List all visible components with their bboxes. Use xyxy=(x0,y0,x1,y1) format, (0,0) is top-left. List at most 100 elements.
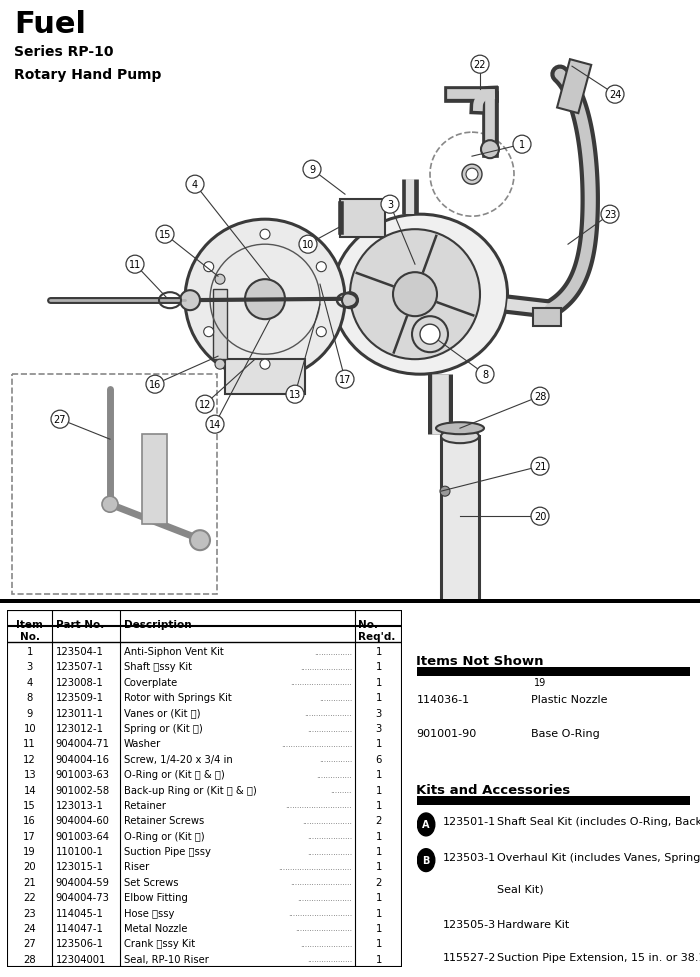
Ellipse shape xyxy=(443,626,477,639)
Text: 123012-1: 123012-1 xyxy=(55,723,104,734)
Circle shape xyxy=(204,327,214,337)
Circle shape xyxy=(381,196,399,214)
Text: 4: 4 xyxy=(27,677,33,687)
Ellipse shape xyxy=(436,423,484,435)
Text: 1: 1 xyxy=(376,892,382,903)
Circle shape xyxy=(417,849,435,871)
Text: 15: 15 xyxy=(159,230,172,240)
Text: 904004-59: 904004-59 xyxy=(55,877,110,887)
Text: 24: 24 xyxy=(609,90,621,100)
Ellipse shape xyxy=(355,240,475,350)
Text: 123013-1: 123013-1 xyxy=(55,800,104,810)
Text: 123504-1: 123504-1 xyxy=(55,647,104,657)
Text: 901002-58: 901002-58 xyxy=(55,785,110,794)
Circle shape xyxy=(471,56,489,74)
Text: Kits and Accessories: Kits and Accessories xyxy=(416,784,570,796)
Circle shape xyxy=(260,230,270,240)
Bar xyxy=(441,437,479,615)
Text: 8: 8 xyxy=(27,693,33,702)
Circle shape xyxy=(316,327,326,337)
Text: .....................: ..................... xyxy=(302,816,352,825)
Circle shape xyxy=(303,161,321,179)
Text: ...............: ............... xyxy=(316,770,352,779)
Text: B: B xyxy=(422,855,430,866)
Text: 114036-1: 114036-1 xyxy=(416,695,470,704)
Text: 3: 3 xyxy=(27,661,33,672)
Text: Washer: Washer xyxy=(124,739,161,748)
Circle shape xyxy=(51,410,69,429)
Circle shape xyxy=(440,487,450,496)
Circle shape xyxy=(286,386,304,404)
Text: Retainer: Retainer xyxy=(124,800,166,810)
Text: 19: 19 xyxy=(534,677,546,688)
Text: 1: 1 xyxy=(376,785,382,794)
Text: 904004-73: 904004-73 xyxy=(55,892,109,903)
Text: Suction Pipe Ⓐssy: Suction Pipe Ⓐssy xyxy=(124,846,211,856)
Text: 114045-1: 114045-1 xyxy=(55,908,104,917)
Text: 9: 9 xyxy=(309,165,315,175)
Text: 1: 1 xyxy=(376,677,382,687)
Text: 13: 13 xyxy=(289,390,301,400)
Text: 3: 3 xyxy=(387,200,393,210)
Text: ...............................: ............................... xyxy=(279,862,352,871)
Text: 1: 1 xyxy=(27,647,33,657)
Text: Seal, RP-10 Riser: Seal, RP-10 Riser xyxy=(124,954,209,963)
Ellipse shape xyxy=(441,430,479,444)
Text: No.
Req'd.: No. Req'd. xyxy=(358,619,396,641)
Text: 12: 12 xyxy=(199,400,211,409)
Bar xyxy=(213,290,227,360)
Circle shape xyxy=(531,388,549,405)
Text: 123501-1: 123501-1 xyxy=(442,816,496,826)
Ellipse shape xyxy=(332,215,508,375)
Text: 28: 28 xyxy=(534,392,546,402)
Text: Metal Nozzle: Metal Nozzle xyxy=(124,923,187,933)
Text: 14: 14 xyxy=(209,420,221,430)
Text: 27: 27 xyxy=(54,415,66,425)
Text: 23: 23 xyxy=(604,210,616,220)
Text: O-Ring or (Kit Ⓐ & Ⓑ): O-Ring or (Kit Ⓐ & Ⓑ) xyxy=(124,769,225,780)
Text: 10: 10 xyxy=(302,240,314,250)
Text: ...........................: ........................... xyxy=(288,909,352,917)
Text: Shaft Seal Kit (includes O-Ring, Back-up Ring & Seal): Shaft Seal Kit (includes O-Ring, Back-up… xyxy=(497,816,700,826)
Text: Hardware Kit: Hardware Kit xyxy=(497,919,569,929)
Text: 115527-2: 115527-2 xyxy=(442,952,496,961)
Text: 20: 20 xyxy=(23,862,36,871)
Text: Items Not Shown: Items Not Shown xyxy=(416,655,544,667)
Text: 123506-1: 123506-1 xyxy=(55,939,104,949)
Text: 14: 14 xyxy=(23,785,36,794)
Circle shape xyxy=(601,206,619,224)
Text: ......................: ...................... xyxy=(300,939,352,948)
Text: 123011-1: 123011-1 xyxy=(55,708,104,718)
Circle shape xyxy=(204,263,214,273)
Text: 19: 19 xyxy=(23,846,36,856)
Text: Part No.: Part No. xyxy=(55,619,104,629)
Text: 1: 1 xyxy=(376,739,382,748)
Text: 123503-1: 123503-1 xyxy=(442,852,496,862)
Circle shape xyxy=(126,256,144,274)
Circle shape xyxy=(206,416,224,434)
Text: ..............: .............. xyxy=(318,754,352,763)
Text: 904004-16: 904004-16 xyxy=(55,754,110,764)
Text: Fuel: Fuel xyxy=(14,10,86,39)
Text: 904004-71: 904004-71 xyxy=(55,739,110,748)
Text: 110100-1: 110100-1 xyxy=(55,846,104,856)
Text: Hose Ⓐssy: Hose Ⓐssy xyxy=(124,908,174,917)
Text: Retainer Screws: Retainer Screws xyxy=(124,816,204,826)
Text: Riser: Riser xyxy=(124,862,149,871)
Text: 17: 17 xyxy=(23,830,36,841)
Text: Vanes or (Kit Ⓑ): Vanes or (Kit Ⓑ) xyxy=(124,708,200,718)
Text: Overhaul Kit (includes Vanes, Springs & Shaft: Overhaul Kit (includes Vanes, Springs & … xyxy=(497,852,700,862)
Text: 1: 1 xyxy=(376,846,382,856)
Circle shape xyxy=(190,531,210,551)
Circle shape xyxy=(420,324,440,345)
Circle shape xyxy=(146,376,164,394)
Circle shape xyxy=(531,457,549,476)
Circle shape xyxy=(245,279,285,319)
Text: Series RP-10: Series RP-10 xyxy=(14,45,113,59)
Text: 10: 10 xyxy=(23,723,36,734)
Text: 3: 3 xyxy=(376,708,382,718)
Text: 2: 2 xyxy=(376,877,382,887)
Text: 901003-63: 901003-63 xyxy=(55,769,110,780)
Circle shape xyxy=(316,263,326,273)
Bar xyxy=(142,435,167,525)
